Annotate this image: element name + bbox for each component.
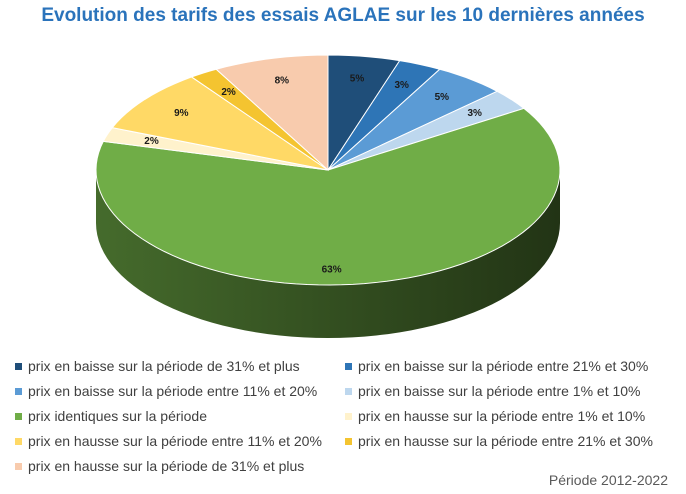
- data-label-6: 9%: [174, 108, 189, 119]
- legend-swatch-2: [15, 387, 22, 395]
- data-label-0: 5%: [350, 74, 365, 85]
- legend-swatch-6: [15, 437, 22, 445]
- legend-swatch-1: [345, 362, 352, 370]
- pie-slice-8: [215, 54, 329, 172]
- legend-label-8: prix en hausse sur la période de 31% et …: [28, 458, 305, 474]
- data-label-8: 8%: [275, 76, 290, 87]
- legend-label-4: prix identiques sur la période: [28, 408, 207, 424]
- pie-slice-4: [95, 107, 561, 286]
- legend-label-1: prix en baisse sur la période entre 21% …: [358, 358, 649, 374]
- legend-item-0: prix en baisse sur la période de 31% et …: [15, 355, 345, 377]
- legend-label-5: prix en hausse sur la période entre 1% e…: [358, 408, 646, 424]
- chart-title: Evolution des tarifs des essais AGLAE su…: [41, 5, 645, 26]
- legend-label-7: prix en hausse sur la période entre 21% …: [358, 433, 653, 449]
- legend-swatch-5: [345, 412, 352, 420]
- data-label-3: 3%: [467, 108, 482, 119]
- pie-slice-2: [327, 68, 499, 171]
- legend-swatch-3: [345, 387, 352, 395]
- pie-slice-0: [327, 54, 401, 172]
- legend-label-0: prix en baisse sur la période de 31% et …: [28, 358, 300, 374]
- legend-swatch-0: [15, 362, 22, 370]
- legend-item-7: prix en hausse sur la période entre 21% …: [345, 430, 675, 452]
- legend-item-8: prix en hausse sur la période de 31% et …: [15, 455, 345, 477]
- legend-item-5: prix en hausse sur la période entre 1% e…: [345, 405, 675, 427]
- legend-item-2: prix en baisse sur la période entre 11% …: [15, 380, 345, 402]
- data-label-5: 2%: [144, 136, 159, 147]
- legend-swatch-4: [15, 412, 22, 420]
- legend-swatch-7: [345, 437, 352, 445]
- data-label-7: 2%: [221, 87, 236, 98]
- legend-item-3: prix en baisse sur la période entre 1% e…: [345, 380, 675, 402]
- period-note: Période 2012-2022: [548, 472, 668, 488]
- data-label-4: 63%: [322, 265, 342, 276]
- legend-item-1: prix en baisse sur la période entre 21% …: [345, 355, 675, 377]
- pie-slice-side-4: [96, 170, 560, 338]
- legend-item-4: prix identiques sur la période: [15, 405, 345, 427]
- pie-chart: 5% 3% 5% 3% 63% 2% 9% 2% 8%: [95, 54, 561, 338]
- legend-label-2: prix en baisse sur la période entre 11% …: [28, 383, 318, 399]
- legend-label-3: prix en baisse sur la période entre 1% e…: [358, 383, 641, 399]
- legend: prix en baisse sur la période de 31% et …: [15, 355, 685, 477]
- legend-label-6: prix en hausse sur la période entre 11% …: [28, 433, 322, 449]
- data-label-2: 5%: [435, 92, 450, 103]
- data-label-1: 3%: [394, 80, 409, 91]
- legend-item-6: prix en hausse sur la période entre 11% …: [15, 430, 345, 452]
- legend-swatch-8: [15, 462, 22, 470]
- pie-slice-6: [111, 76, 329, 171]
